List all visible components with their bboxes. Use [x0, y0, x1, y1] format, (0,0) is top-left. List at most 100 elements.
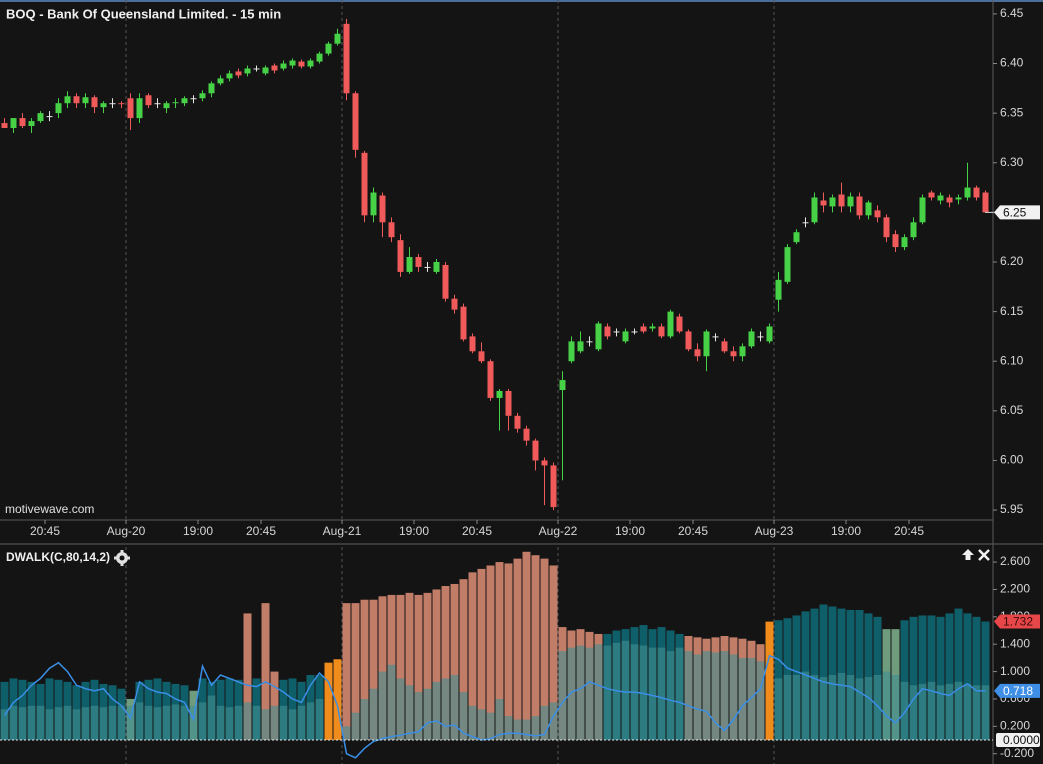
x-tick-label: 20:45: [462, 524, 492, 538]
candle-body: [1, 123, 8, 129]
y-tick-label: 1.400: [1000, 636, 1030, 650]
bar: [468, 705, 477, 741]
bar: [198, 702, 207, 741]
bar: [99, 707, 108, 741]
y-tick-label: 6.45: [1000, 6, 1024, 20]
bar: [945, 613, 954, 741]
candle-body: [262, 67, 269, 74]
candle-body: [514, 415, 521, 429]
candle-body: [244, 68, 251, 74]
bar: [855, 678, 864, 741]
bar: [405, 592, 414, 741]
y-tick-label: 6.05: [1000, 403, 1024, 417]
x-tick-label: Aug-20: [107, 524, 146, 538]
candle-body: [604, 326, 611, 337]
maximize-button[interactable]: [962, 549, 974, 560]
candle-body: [694, 349, 701, 357]
bar: [684, 651, 693, 741]
bar: [432, 589, 441, 741]
candle-body: [685, 331, 692, 350]
x-tick-label: 19:00: [183, 524, 213, 538]
bar: [90, 705, 99, 741]
indicator-title: DWALK(C,80,14,2): [6, 550, 110, 564]
candle-body: [820, 200, 827, 206]
candle-body: [208, 83, 215, 94]
close-button[interactable]: [978, 549, 990, 561]
candle-body: [802, 222, 809, 224]
bar: [558, 651, 567, 741]
x-tick-label: 20:45: [246, 524, 276, 538]
bar: [261, 709, 270, 741]
candle-body: [955, 197, 962, 200]
bar: [459, 579, 468, 741]
bar: [819, 677, 828, 741]
candle-body: [289, 60, 296, 66]
bar: [234, 705, 243, 741]
y-tick-label: 2.200: [1000, 582, 1030, 596]
candle-body: [874, 210, 881, 218]
candle-body: [307, 60, 314, 67]
bar: [531, 555, 540, 741]
x-tick-label: 19:00: [615, 524, 645, 538]
bar: [18, 707, 27, 741]
candle-body: [550, 465, 557, 508]
bar: [432, 681, 441, 741]
bar: [729, 654, 738, 741]
candle-body: [676, 316, 683, 332]
bar: [279, 705, 288, 741]
bar: [720, 651, 729, 741]
x-tick-label: Aug-21: [323, 524, 362, 538]
bar: [864, 613, 873, 741]
bar: [270, 705, 279, 741]
bar: [774, 678, 783, 741]
candle-body: [217, 78, 224, 84]
bar: [333, 659, 342, 741]
candle-body: [838, 194, 845, 207]
settings-icon[interactable]: [114, 550, 130, 566]
bar: [324, 662, 333, 741]
candle-body: [451, 298, 458, 310]
bar: [549, 702, 558, 741]
candle-body: [127, 98, 134, 119]
bar: [900, 620, 909, 741]
value-tag-box: [994, 683, 1040, 698]
bar: [963, 683, 972, 741]
bar: [378, 671, 387, 741]
bar: [36, 705, 45, 741]
bar: [288, 709, 297, 741]
bar: [360, 698, 369, 741]
bar: [531, 716, 540, 741]
value-tag: 1.732: [994, 614, 1040, 629]
bar: [513, 719, 522, 741]
candle-body: [28, 121, 35, 127]
candle-body: [901, 237, 908, 248]
candle-body: [397, 240, 404, 272]
bar: [891, 675, 900, 741]
bar: [486, 565, 495, 741]
bar: [711, 652, 720, 741]
candle-body: [892, 234, 899, 248]
zero-tag-label: 0.0000: [1003, 733, 1040, 747]
bar: [342, 726, 351, 741]
bar: [675, 647, 684, 741]
bar: [243, 702, 252, 741]
candle-body: [100, 103, 107, 108]
y-tick-label: 5.95: [1000, 502, 1024, 516]
candle-body: [334, 33, 341, 44]
candle-body: [577, 341, 584, 352]
bar: [180, 705, 189, 741]
bar: [945, 683, 954, 741]
candle-body: [442, 264, 449, 299]
bar: [63, 705, 72, 741]
candle-body: [46, 116, 53, 118]
y-tick-label: 1.000: [1000, 664, 1030, 678]
candle-body: [568, 341, 575, 362]
bar: [369, 688, 378, 741]
candle-body: [829, 197, 836, 207]
candle-body: [766, 326, 773, 342]
bar: [540, 558, 549, 741]
candle-body: [37, 113, 44, 122]
candle-body: [370, 192, 377, 216]
bar: [567, 647, 576, 741]
